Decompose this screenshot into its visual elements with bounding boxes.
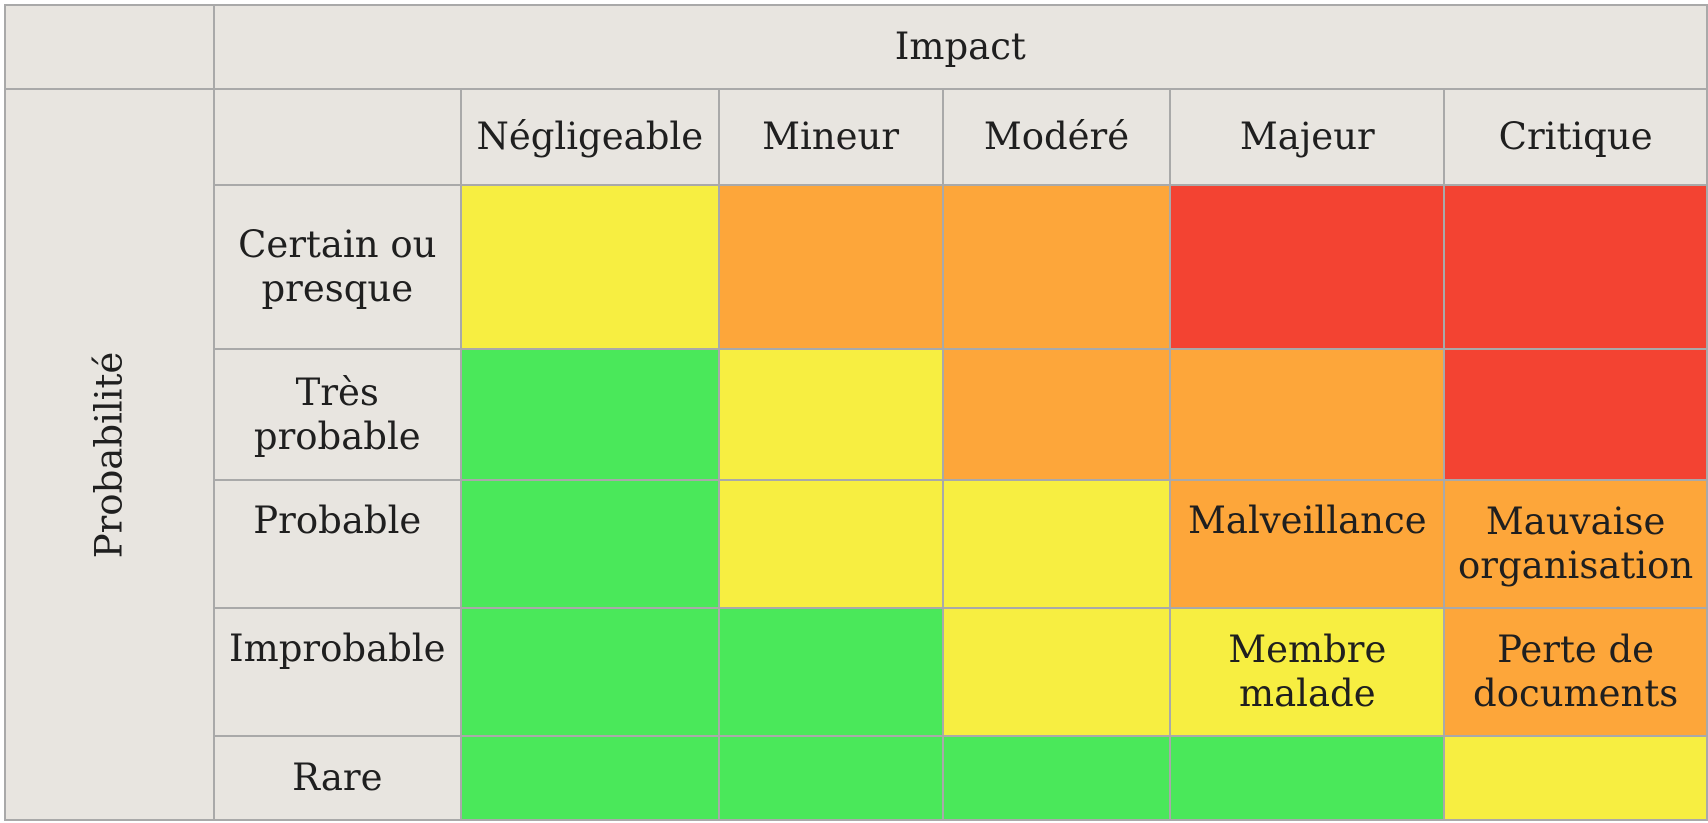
row-label-line1: Probable bbox=[253, 499, 422, 542]
risk-cell-perte-de-documents: Perte de documents bbox=[1443, 607, 1708, 737]
risk-cell bbox=[460, 184, 720, 350]
probability-row-certain: Certain ou presque bbox=[5, 184, 1708, 350]
probability-row-improbable: Improbable Membre malade Perte de document… bbox=[5, 607, 1708, 737]
risk-cell bbox=[1169, 184, 1446, 350]
risk-cell-line1: Malveillance bbox=[1188, 499, 1427, 542]
risk-cell-line2: malade bbox=[1238, 672, 1376, 715]
corner-cell bbox=[4, 4, 215, 90]
header-blank-cell bbox=[212, 88, 463, 186]
risk-cell bbox=[941, 735, 1172, 821]
risk-cell bbox=[460, 735, 720, 821]
risk-cell bbox=[941, 607, 1172, 737]
risk-cell bbox=[1443, 184, 1708, 350]
probability-axis-label: Probabilité bbox=[87, 351, 131, 558]
risk-cell bbox=[1443, 348, 1708, 481]
risk-cell-line2: documents bbox=[1473, 672, 1679, 715]
probability-row-tres-probable: Très probable bbox=[5, 348, 1708, 481]
row-label: Certain ou presque bbox=[212, 184, 463, 350]
risk-cell bbox=[717, 479, 944, 609]
risk-cell-malveillance: Malveillance bbox=[1169, 479, 1446, 609]
row-label-line1: Improbable bbox=[229, 627, 446, 670]
row-label-line2: probable bbox=[253, 414, 421, 458]
risk-cell bbox=[460, 479, 720, 609]
impact-level-majeur: Majeur bbox=[1169, 88, 1446, 186]
impact-levels-row: Probabilité Négligeable Mineur Modéré Ma… bbox=[4, 88, 1708, 821]
row-label-line2: presque bbox=[261, 267, 414, 310]
row-label-line1: Très bbox=[295, 370, 379, 414]
risk-matrix: Impact Probabilité Négligeable Mineur Mo… bbox=[4, 4, 1708, 821]
risk-cell bbox=[941, 348, 1172, 481]
risk-cell bbox=[941, 184, 1172, 350]
risk-cell bbox=[717, 348, 944, 481]
impact-level-mineur: Mineur bbox=[717, 88, 944, 186]
probability-row-rare: Rare bbox=[5, 735, 1708, 821]
row-label: Improbable bbox=[212, 607, 463, 737]
row-label: Probable bbox=[212, 479, 463, 609]
impact-level-modere: Modéré bbox=[941, 88, 1172, 186]
risk-cell-mauvaise-organisation: Mauvaise organisation bbox=[1443, 479, 1708, 609]
risk-cell bbox=[1169, 348, 1446, 481]
probability-row-probable: Probable Malveillance Mauvaise organisati… bbox=[5, 479, 1708, 609]
risk-cell bbox=[460, 607, 720, 737]
risk-cell bbox=[460, 348, 720, 481]
risk-cell-line1: Membre bbox=[1228, 628, 1387, 671]
risk-cell bbox=[717, 607, 944, 737]
risk-cell-line1: Perte de bbox=[1497, 628, 1655, 671]
risk-cell bbox=[1443, 735, 1708, 821]
risk-cell bbox=[717, 184, 944, 350]
row-label: Très probable bbox=[212, 348, 463, 481]
probability-axis-cell: Probabilité bbox=[4, 88, 215, 821]
impact-level-critique: Critique bbox=[1443, 88, 1708, 186]
risk-cell bbox=[941, 479, 1172, 609]
risk-cell-line1: Mauvaise bbox=[1485, 500, 1666, 543]
impact-header-row: Impact bbox=[4, 4, 1708, 90]
risk-cell-membre-malade: Membre malade bbox=[1169, 607, 1446, 737]
risk-cell-line2: organisation bbox=[1458, 544, 1694, 587]
row-label-line1: Certain ou bbox=[238, 223, 437, 266]
impact-level-negligeable: Négligeable bbox=[460, 88, 720, 186]
risk-cell bbox=[1169, 735, 1446, 821]
risk-cell bbox=[717, 735, 944, 821]
impact-axis-label: Impact bbox=[212, 4, 1708, 90]
row-label-line1: Rare bbox=[292, 756, 383, 799]
row-label: Rare bbox=[212, 735, 463, 821]
